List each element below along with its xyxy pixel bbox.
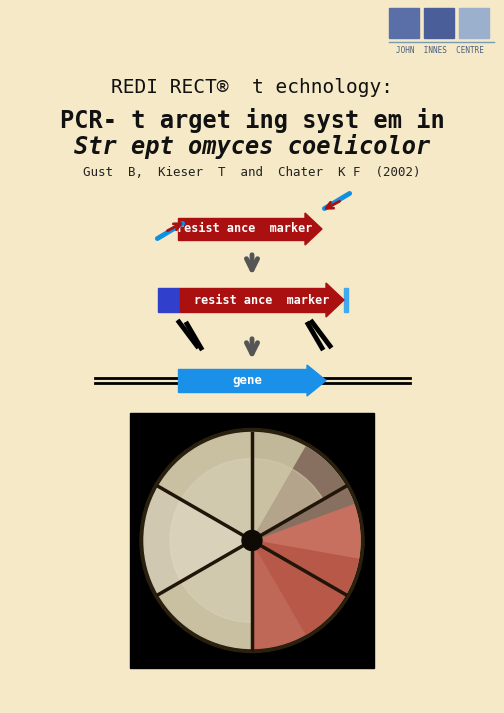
Wedge shape bbox=[181, 540, 252, 622]
Wedge shape bbox=[252, 458, 323, 540]
Wedge shape bbox=[252, 486, 360, 595]
Bar bbox=[180, 288, 326, 312]
Text: gene: gene bbox=[232, 374, 262, 387]
Wedge shape bbox=[158, 540, 252, 649]
Wedge shape bbox=[252, 540, 346, 649]
Bar bbox=[344, 288, 348, 312]
Bar bbox=[178, 218, 306, 240]
Wedge shape bbox=[252, 433, 346, 540]
Polygon shape bbox=[307, 365, 326, 396]
Text: PCR- t arget ing syst em in: PCR- t arget ing syst em in bbox=[59, 108, 445, 133]
Wedge shape bbox=[170, 500, 252, 582]
Wedge shape bbox=[158, 433, 252, 540]
Circle shape bbox=[242, 530, 262, 550]
Bar bbox=[389, 8, 419, 38]
Text: REDI RECT®  t echnology:: REDI RECT® t echnology: bbox=[111, 78, 393, 97]
Bar bbox=[178, 369, 308, 392]
Text: Str ept omyces coelicolor: Str ept omyces coelicolor bbox=[74, 134, 430, 159]
Wedge shape bbox=[252, 540, 358, 634]
Wedge shape bbox=[181, 458, 252, 540]
Wedge shape bbox=[252, 447, 353, 540]
Bar bbox=[459, 8, 489, 38]
Text: Gust  B,  Kieser  T  and  Chater  K F  (2002): Gust B, Kieser T and Chater K F (2002) bbox=[83, 166, 421, 179]
Bar bbox=[424, 8, 454, 38]
Wedge shape bbox=[252, 486, 360, 559]
Polygon shape bbox=[326, 283, 344, 317]
Polygon shape bbox=[305, 213, 322, 245]
Text: JOHN  INNES  CENTRE: JOHN INNES CENTRE bbox=[396, 46, 483, 55]
Text: resist ance  marker: resist ance marker bbox=[177, 222, 312, 235]
Wedge shape bbox=[144, 486, 252, 595]
Bar bbox=[158, 288, 180, 312]
Bar bbox=[130, 413, 374, 668]
Text: resist ance  marker: resist ance marker bbox=[195, 294, 330, 307]
Circle shape bbox=[140, 429, 364, 652]
